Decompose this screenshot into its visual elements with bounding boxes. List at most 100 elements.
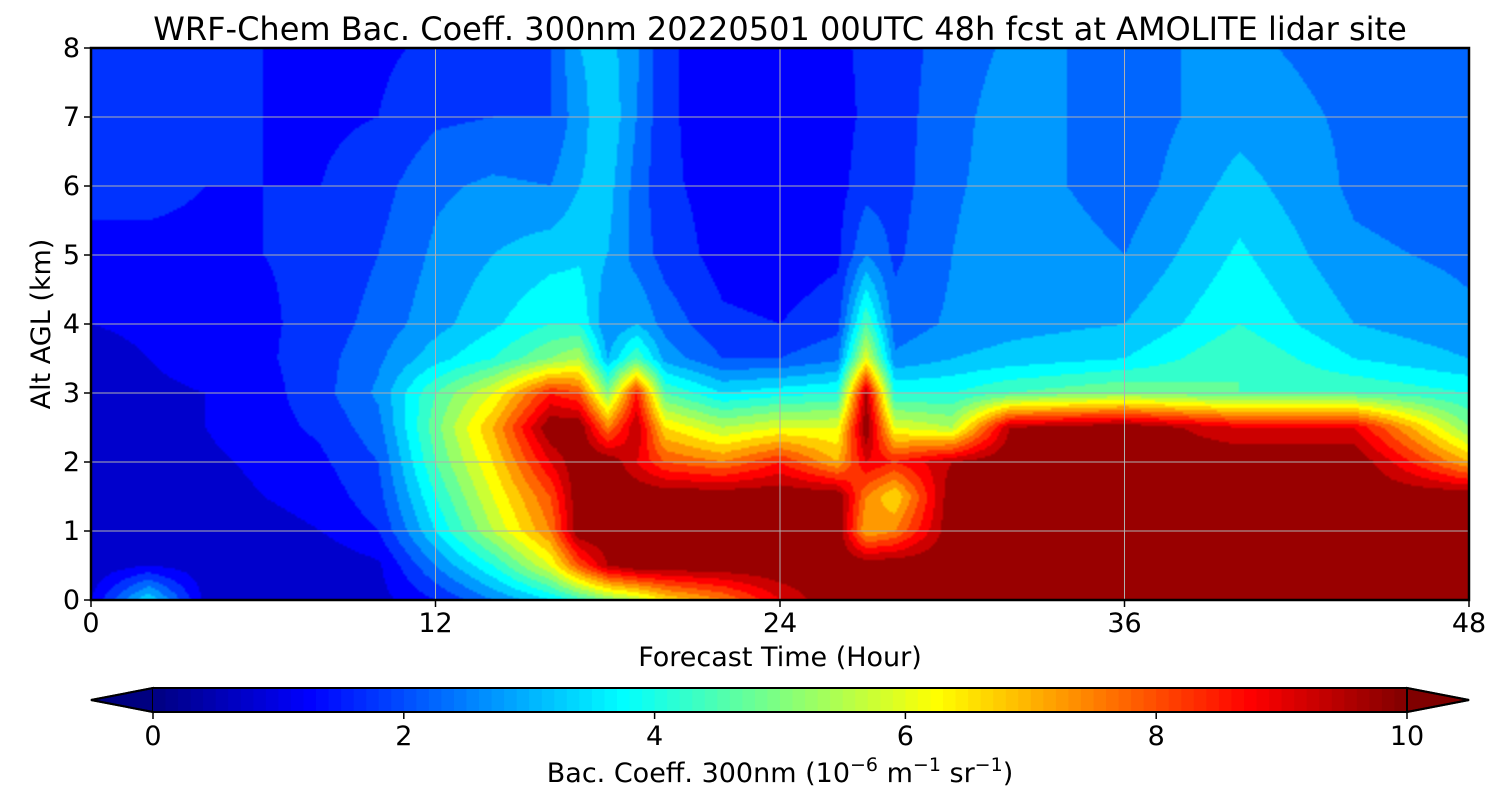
colorbar-segment [215, 688, 229, 712]
colorbar-segment [1256, 688, 1270, 712]
colorbar-segment [1106, 688, 1120, 712]
y-tick-label: 8 [63, 33, 80, 64]
colorbar-segment [867, 688, 881, 712]
colorbar-segment [1118, 688, 1132, 712]
colorbar-segment [303, 688, 317, 712]
colorbar-segment [228, 688, 242, 712]
colorbar-tick-label: 0 [144, 721, 161, 752]
colorbar-segment [416, 688, 430, 712]
colorbar-segment [1018, 688, 1032, 712]
colorbar-segment [566, 688, 580, 712]
colorbar-segment [805, 688, 819, 712]
colorbar-segment [378, 688, 392, 712]
colorbar-segment [341, 688, 355, 712]
x-tick-label: 48 [1452, 608, 1486, 639]
colorbar-segment [729, 688, 743, 712]
x-tick-label: 12 [418, 608, 452, 639]
colorbar-segment [1294, 688, 1308, 712]
colorbar-segment [830, 688, 844, 712]
colorbar-segment [491, 688, 505, 712]
colorbar-segment [754, 688, 769, 712]
colorbar-segment [1080, 688, 1095, 712]
colorbar-segment [767, 688, 781, 712]
colorbar-segment [391, 688, 405, 712]
y-tick-label: 5 [63, 240, 80, 271]
colorbar-segment [943, 688, 957, 712]
colorbar-segment [1356, 688, 1370, 712]
colorbar-segment [453, 688, 468, 712]
colorbar-segment [980, 688, 994, 712]
colorbar-segment [1369, 688, 1383, 712]
colorbar-segment [178, 688, 192, 712]
colorbar-segment [1043, 688, 1057, 712]
colorbar-segment [504, 688, 518, 712]
colorbar-segment [1231, 688, 1245, 712]
colorbar-segment [704, 688, 718, 712]
colorbar-segment [930, 688, 944, 712]
colorbar-segment [265, 688, 279, 712]
colorbar-segment [190, 688, 204, 712]
colorbar-segment [165, 688, 179, 712]
colorbar-label-exponent: −1 [975, 754, 1003, 776]
colorbar-segment [1344, 688, 1358, 712]
colorbar-segment [541, 688, 555, 712]
colorbar-segment [403, 688, 417, 712]
colorbar-segment [253, 688, 267, 712]
x-tick-label: 36 [1107, 608, 1141, 639]
colorbar: 0 2 4 6 8 10 Bac. Coeff. 300nm (10−6 m−1 sr−1… [90, 686, 1470, 789]
y-axis: 0 1 2 3 4 5 6 7 8 [63, 33, 91, 616]
colorbar-segment [692, 688, 706, 712]
y-tick-label: 4 [63, 309, 80, 340]
colorbar-segment [679, 688, 693, 712]
colorbar-segment [554, 688, 568, 712]
colorbar-segment [742, 688, 756, 712]
colorbar-segment [792, 688, 806, 712]
x-axis-label: Forecast Time (Hour) [638, 642, 922, 673]
colorbar-gradient [153, 688, 1408, 712]
colorbar-segment [1281, 688, 1295, 712]
colorbar-segment [654, 688, 668, 712]
colorbar-segment [1331, 688, 1345, 712]
colorbar-segment [428, 688, 443, 712]
colorbar-segment [153, 688, 167, 712]
colorbar-segment [353, 688, 367, 712]
colorbar-segment [604, 688, 618, 712]
colorbar-segment [842, 688, 856, 712]
colorbar-segment [1143, 688, 1157, 712]
colorbar-segment [529, 688, 543, 712]
colorbar-segment [892, 688, 906, 712]
colorbar-segment [466, 688, 480, 712]
colorbar-segment [1381, 688, 1396, 712]
colorbar-segment [1131, 688, 1145, 712]
colorbar-segment [591, 688, 606, 712]
colorbar-segment [579, 688, 593, 712]
x-tick-label: 0 [82, 608, 99, 639]
colorbar-segment [880, 688, 894, 712]
colorbar-segment [290, 688, 305, 712]
x-tick-label: 24 [763, 608, 797, 639]
colorbar-segment [516, 688, 530, 712]
colorbar-segment [1269, 688, 1283, 712]
colorbar-segment [855, 688, 869, 712]
colorbar-segment [717, 688, 731, 712]
colorbar-segment [1193, 688, 1207, 712]
y-tick-label: 2 [63, 447, 80, 478]
colorbar-segment [1156, 688, 1170, 712]
colorbar-segment [905, 688, 919, 712]
colorbar-segment [366, 688, 380, 712]
colorbar-segment [616, 688, 631, 712]
colorbar-segment [955, 688, 969, 712]
colorbar-segment [441, 688, 455, 712]
chart-title: WRF-Chem Bac. Coeff. 300nm 20220501 00UT… [153, 10, 1407, 48]
colorbar-tick-label: 10 [1390, 721, 1424, 752]
colorbar-extend-high [1406, 686, 1470, 714]
plot-area [89, 46, 1471, 602]
y-tick-label: 7 [63, 102, 80, 133]
colorbar-segment [203, 688, 217, 712]
colorbar-segment [642, 688, 656, 712]
colorbar-ticks: 0 2 4 6 8 10 [144, 712, 1424, 752]
y-tick-label: 1 [63, 516, 80, 547]
colorbar-segment [817, 688, 831, 712]
colorbar-tick-label: 2 [395, 721, 412, 752]
